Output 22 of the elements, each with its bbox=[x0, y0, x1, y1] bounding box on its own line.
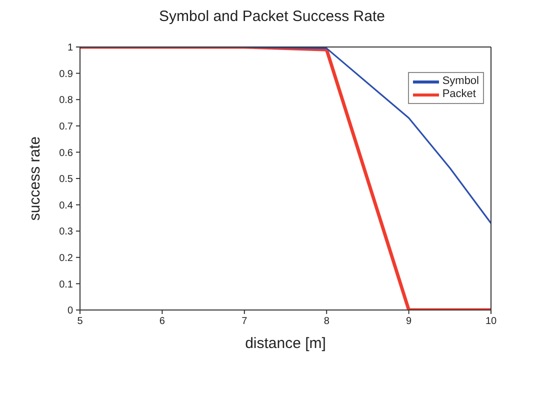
y-tick-label: 0.1 bbox=[59, 279, 74, 290]
x-tick-label: 9 bbox=[406, 316, 412, 328]
y-tick-label: 0.6 bbox=[59, 148, 74, 159]
y-tick-label: 0.8 bbox=[59, 95, 74, 106]
legend-label: Symbol bbox=[442, 75, 479, 88]
y-tick-label: 1 bbox=[67, 42, 74, 54]
y-tick-label: 0.7 bbox=[59, 121, 74, 132]
y-tick-label: 0.4 bbox=[59, 200, 74, 212]
x-tick-label: 10 bbox=[485, 316, 497, 328]
x-axis-title: distance [m] bbox=[245, 335, 326, 352]
x-tick-label: 7 bbox=[242, 316, 248, 328]
chart-title: Symbol and Packet Success Rate bbox=[158, 8, 386, 27]
x-tick-label: 5 bbox=[77, 316, 84, 328]
y-tick-label: 0.3 bbox=[59, 226, 74, 238]
x-tick-label: 6 bbox=[159, 316, 166, 328]
legend-label: Packet bbox=[442, 88, 476, 101]
y-tick-label: 0.2 bbox=[59, 252, 74, 264]
y-axis-title: success rate bbox=[26, 136, 44, 221]
y-tick-label: 0 bbox=[67, 306, 74, 317]
y-tick-label: 0.5 bbox=[59, 174, 74, 186]
x-tick-label: 8 bbox=[324, 316, 330, 328]
y-tick-label: 0.9 bbox=[59, 68, 74, 80]
